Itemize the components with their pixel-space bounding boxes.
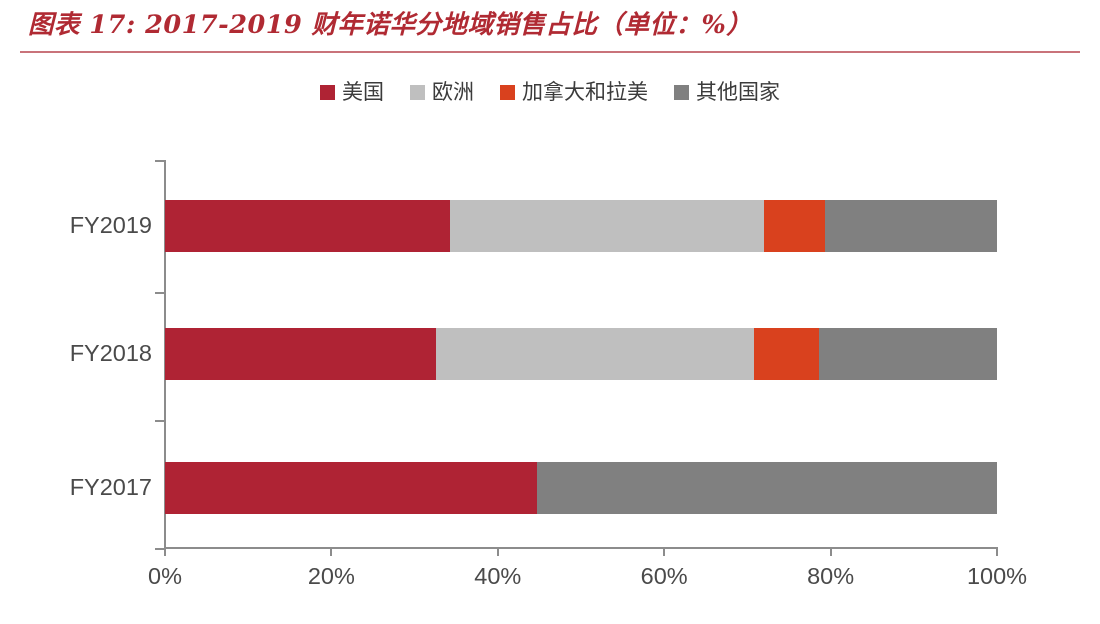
bar-segment: [754, 328, 819, 380]
bar-segment: [165, 328, 437, 380]
bar-segment: [536, 462, 997, 514]
y-axis-category-label: FY2017: [69, 474, 152, 500]
x-axis-tick-label: 0%: [148, 563, 182, 589]
legend-item[interactable]: 欧洲: [410, 82, 474, 103]
bar-segment: [824, 200, 997, 252]
x-axis-tick: [496, 547, 499, 556]
legend-item[interactable]: 美国: [320, 82, 384, 103]
bar-segment: [450, 200, 765, 252]
x-axis-tick-label: 20%: [307, 563, 355, 589]
chart-legend: 美国 欧洲 加拿大和拉美 其他国家: [0, 82, 1100, 103]
bar-segment: [818, 328, 997, 380]
legend-swatch-icon: [410, 85, 425, 100]
x-axis-tick-label: 100%: [966, 563, 1028, 589]
legend-swatch-icon: [674, 85, 689, 100]
bar-segment: [436, 328, 755, 380]
y-axis-category-label: FY2018: [69, 340, 152, 366]
x-axis-tick: [829, 547, 832, 556]
bar-row: [165, 200, 997, 252]
legend-label: 欧洲: [432, 80, 474, 104]
y-axis-tick: [155, 292, 164, 294]
title-divider: [20, 51, 1080, 53]
bar-row: [165, 462, 997, 514]
bar-row: [165, 328, 997, 380]
bar-segment: [165, 462, 537, 514]
x-axis-tick-label: 80%: [807, 563, 855, 589]
bar-segment: [764, 200, 825, 252]
x-axis-tick: [330, 547, 333, 556]
y-axis-tick: [155, 420, 164, 422]
title-block: 图表 17: 2017-2019 财年诺华分地域销售占比（单位：%）: [0, 0, 1100, 56]
legend-item[interactable]: 其他国家: [674, 82, 780, 103]
legend-label: 其他国家: [696, 80, 780, 104]
x-axis-line: [164, 547, 998, 549]
legend-label: 加拿大和拉美: [522, 80, 648, 104]
legend-swatch-icon: [320, 85, 335, 100]
legend-swatch-icon: [500, 85, 515, 100]
x-axis-tick: [164, 547, 166, 556]
y-axis-tick: [155, 160, 164, 162]
legend-label: 美国: [342, 80, 384, 104]
page-title: 图表 17: 2017-2019 财年诺华分地域销售占比（单位：%）: [28, 10, 753, 40]
x-axis-tick-label: 60%: [640, 563, 688, 589]
y-axis-tick: [155, 548, 164, 550]
x-axis-tick: [663, 547, 666, 556]
legend-item[interactable]: 加拿大和拉美: [500, 82, 648, 103]
y-axis-category-label: FY2019: [69, 212, 152, 238]
x-axis-tick: [996, 547, 998, 556]
bar-segment: [165, 200, 451, 252]
x-axis-tick-label: 40%: [474, 563, 522, 589]
